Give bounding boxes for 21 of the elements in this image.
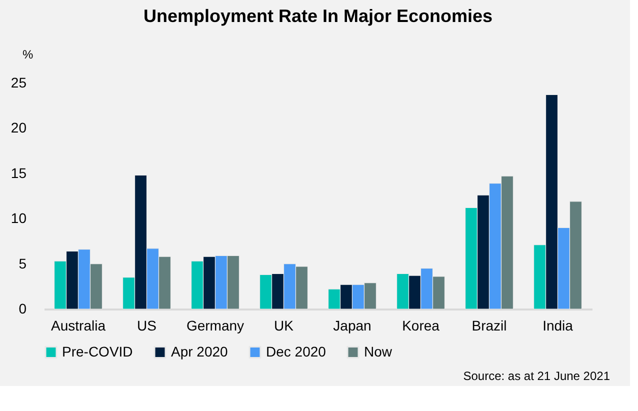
legend-label: Now — [364, 343, 393, 360]
chart-title: Unemployment Rate In Major Economies — [143, 6, 493, 26]
source-note: Source: as at 21 June 2021 — [463, 369, 610, 383]
x-tick-label: India — [542, 318, 574, 334]
x-tick-label: Brazil — [472, 318, 507, 334]
y-tick-label: 10 — [10, 210, 27, 226]
x-tick-label: Japan — [333, 318, 372, 334]
x-tick-label: Korea — [402, 318, 440, 334]
y-tick-label: 15 — [10, 164, 27, 181]
x-tick-label: UK — [274, 318, 294, 334]
y-tick-label: 25 — [10, 74, 27, 90]
x-tick-label: Germany — [186, 318, 244, 334]
x-tick-label: US — [137, 318, 156, 334]
y-axis-title: % — [22, 48, 34, 62]
y-tick-label: 5 — [18, 255, 27, 272]
legend-label: Apr 2020 — [171, 343, 228, 360]
legend-label: Pre-COVID — [62, 343, 133, 360]
legend-label: Dec 2020 — [266, 343, 326, 360]
x-tick-label: Australia — [51, 318, 106, 334]
y-tick-label: 0 — [18, 300, 27, 316]
y-tick-label: 20 — [10, 120, 27, 136]
